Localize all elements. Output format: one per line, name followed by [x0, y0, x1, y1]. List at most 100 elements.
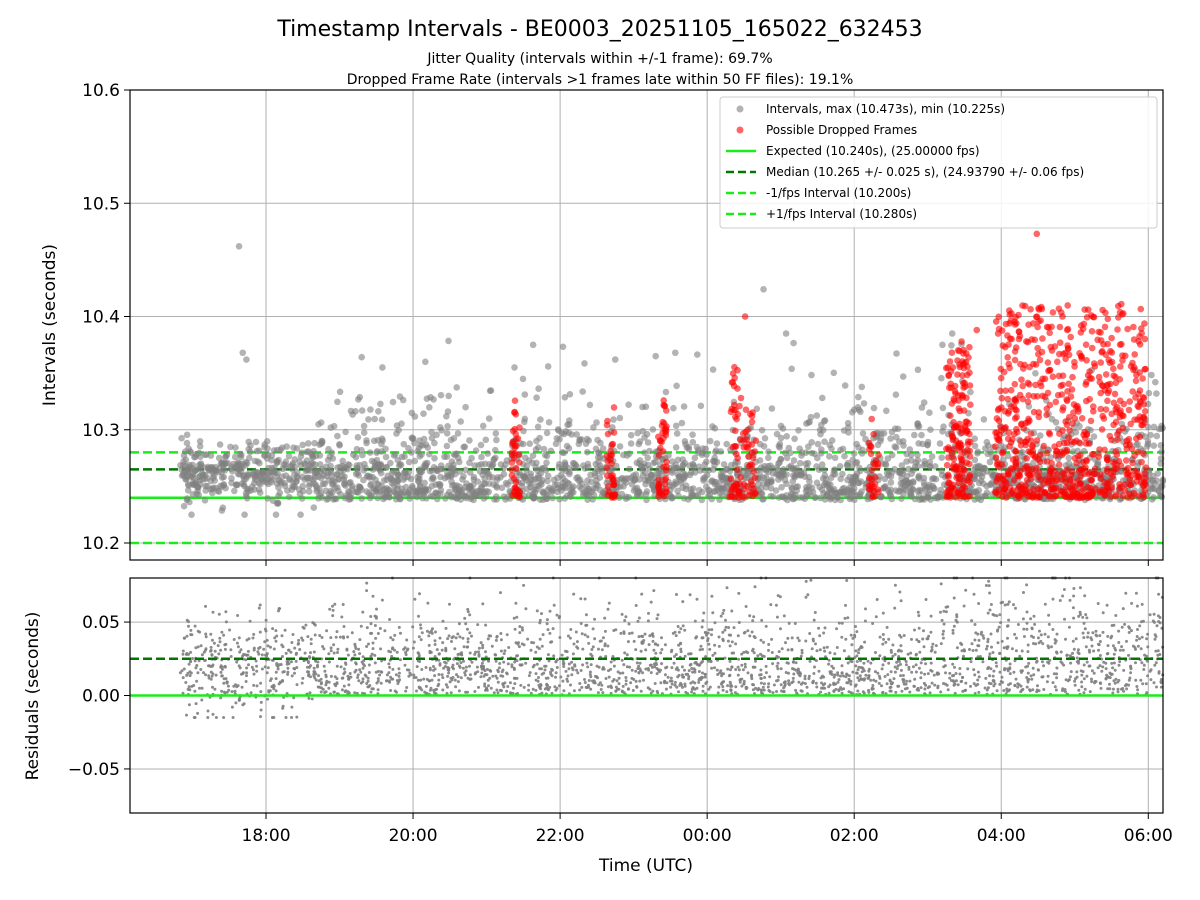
dropped-frame-point — [1133, 478, 1141, 485]
interval-point — [457, 418, 465, 425]
interval-point — [772, 487, 780, 494]
dropped-frame-point — [1011, 430, 1018, 438]
interval-point — [1158, 448, 1165, 456]
interval-point — [534, 423, 542, 431]
residual-point — [1058, 599, 1062, 602]
dropped-frame-point — [1045, 429, 1053, 437]
residual-point — [181, 676, 185, 680]
residual-point — [222, 681, 226, 685]
interval-point — [365, 416, 372, 423]
residual-point — [853, 633, 857, 637]
interval-point — [466, 437, 473, 444]
residual-point — [926, 686, 930, 690]
residual-point — [1082, 691, 1086, 695]
dropped-frame-point — [1035, 469, 1043, 476]
dropped-frame-point — [1126, 398, 1133, 405]
interval-point — [231, 453, 239, 461]
interval-point — [485, 488, 493, 496]
dropped-frame-point — [1071, 363, 1078, 370]
dropped-frame-point — [604, 457, 611, 465]
residual-point — [513, 660, 517, 664]
residual-point — [540, 691, 544, 695]
residual-point — [187, 662, 191, 666]
interval-point — [305, 488, 313, 495]
residual-point — [259, 700, 263, 704]
dropped-frame-point — [1000, 368, 1008, 376]
residual-point — [767, 643, 771, 646]
dropped-frame-point — [1104, 340, 1111, 348]
residual-point — [740, 684, 744, 688]
interval-point — [798, 449, 806, 456]
residual-point — [1059, 650, 1063, 654]
dropped-frame-point — [958, 338, 965, 345]
dropped-frame-point — [1013, 407, 1020, 414]
residual-point — [252, 632, 256, 636]
residual-point — [462, 659, 465, 663]
interval-point — [644, 454, 651, 462]
dropped-frame-point — [961, 449, 968, 456]
interval-point — [593, 477, 600, 484]
interval-point — [478, 484, 485, 492]
residual-point — [342, 636, 346, 640]
residual-point — [369, 615, 373, 618]
dropped-frame-point — [1026, 417, 1033, 425]
interval-point — [774, 466, 782, 474]
residual-point — [638, 679, 642, 683]
residual-point — [835, 627, 839, 631]
dropped-frame-point — [604, 417, 611, 425]
dropped-frame-point — [1102, 309, 1109, 317]
dropped-frame-point — [752, 437, 760, 445]
residual-point — [535, 609, 539, 613]
dropped-frame-point — [749, 409, 756, 416]
interval-point — [909, 486, 916, 494]
residual-point — [908, 679, 912, 683]
interval-point — [691, 469, 699, 476]
residual-point — [1091, 631, 1095, 635]
residual-point — [540, 612, 543, 616]
residual-point — [276, 667, 280, 671]
interval-point — [986, 448, 994, 456]
interval-point — [859, 430, 867, 437]
interval-point — [493, 476, 501, 484]
interval-point — [394, 471, 402, 479]
interval-point — [849, 456, 857, 464]
interval-point — [443, 442, 451, 450]
interval-point — [373, 456, 381, 464]
interval-point — [228, 475, 235, 482]
interval-point — [554, 426, 562, 433]
interval-point — [497, 461, 505, 468]
residual-point — [952, 674, 956, 677]
residual-point — [1134, 591, 1138, 595]
residual-point — [1075, 670, 1079, 674]
residual-point — [461, 636, 465, 640]
interval-point — [255, 486, 263, 493]
dropped-frame-point — [1062, 478, 1069, 486]
interval-point — [821, 466, 828, 474]
dropped-frame-point — [515, 451, 522, 458]
residual-point — [1068, 675, 1072, 679]
interval-point — [622, 493, 630, 501]
interval-point — [264, 495, 272, 502]
interval-point — [834, 494, 841, 501]
dropped-frame-point — [1073, 459, 1080, 467]
residual-point — [998, 670, 1002, 674]
dropped-frame-point — [871, 474, 879, 481]
dropped-frame-point — [734, 466, 741, 474]
interval-point — [504, 481, 511, 488]
residual-point — [466, 676, 470, 680]
dropped-frame-point — [1104, 315, 1112, 323]
residual-point — [252, 672, 256, 676]
residual-point — [461, 666, 465, 670]
residual-point — [683, 654, 687, 658]
residual-point — [754, 659, 757, 663]
dropped-frame-point — [993, 415, 1001, 422]
interval-point — [855, 444, 862, 451]
interval-point — [422, 488, 429, 495]
residual-point — [736, 673, 740, 677]
residual-point — [505, 633, 509, 637]
dropped-frame-point — [1102, 371, 1110, 378]
dropped-frame-point — [1078, 415, 1086, 422]
residual-point — [419, 638, 423, 642]
dropped-frame-point — [1029, 470, 1037, 478]
residual-point — [1125, 687, 1129, 691]
